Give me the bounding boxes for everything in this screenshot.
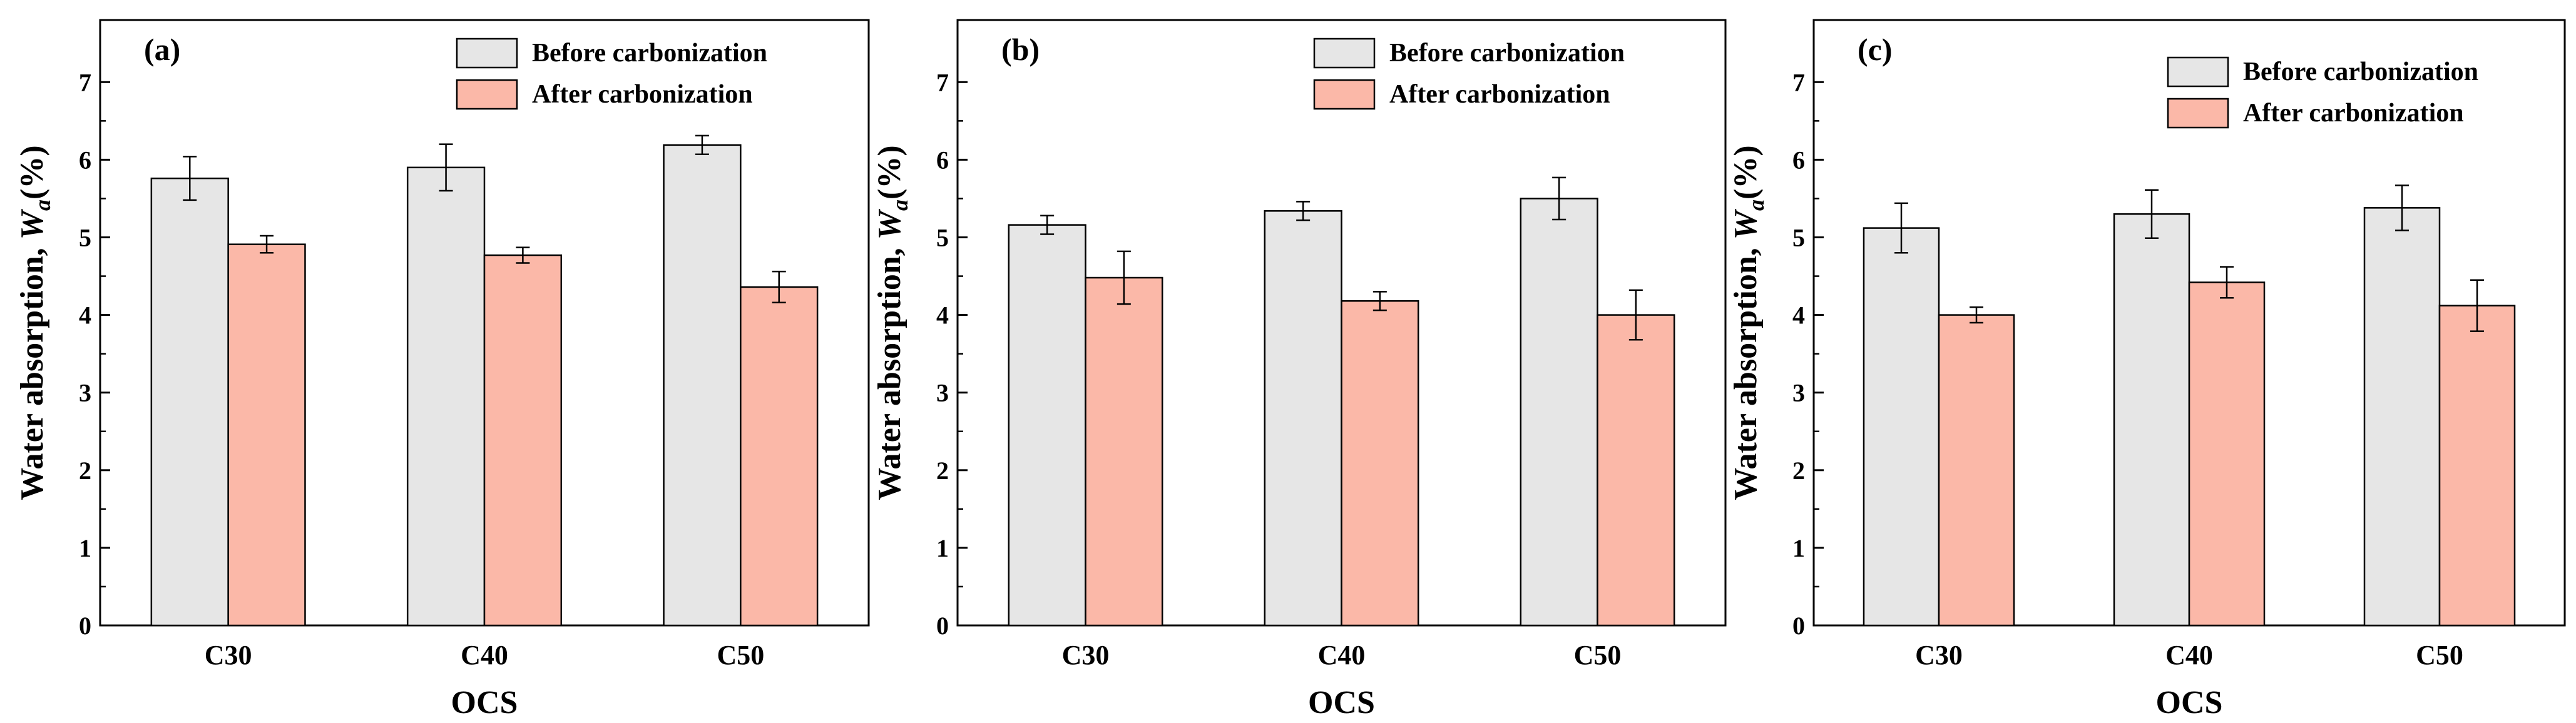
y-tick-label: 7 [936,68,949,96]
x-category-label: C30 [1062,640,1110,670]
x-category-label: C30 [205,640,252,670]
y-axis-title-subscript: a [30,200,55,211]
bar-after [1341,300,1419,627]
bar-before [1264,210,1342,627]
x-category-label: C40 [461,640,508,670]
bar-before [1008,224,1086,627]
y-tick-label: 3 [936,379,949,407]
x-axis-title: OCS [1308,685,1375,720]
y-tick-label: 0 [1792,612,1805,640]
y-axis-title-variable: W [14,208,50,240]
bar-after [1597,314,1675,627]
bar-before [663,144,742,627]
panel-label: (a) [144,32,180,67]
bar-after [1938,314,2015,627]
y-tick-label: 3 [79,379,91,407]
bar-before [1863,227,1940,627]
y-tick-label: 6 [936,146,949,174]
y-tick-label: 5 [1792,223,1805,251]
y-tick-label: 3 [1792,379,1805,407]
y-tick-label: 0 [79,612,91,640]
y-tick-label: 4 [79,301,91,330]
chart-panel: 0 1 2 3 4 5 6 7 Water absorption, Wa(%) C30 C40 C50… [872,19,1727,720]
y-axis-title-subscript: a [887,200,912,211]
legend-label: Before carbonization [532,39,767,68]
y-axis-title-variable: W [872,208,907,240]
x-category-label: C50 [1574,640,1622,670]
legend-swatch [456,38,518,69]
y-axis-title-subscript: a [1744,200,1769,211]
x-category-label: C40 [2165,640,2213,670]
y-axis-title-unit: (%) [14,145,50,200]
x-category-label: C40 [1318,640,1366,670]
y-axis-title-variable: W [1728,208,1764,240]
bar-before [150,177,229,627]
y-tick-label: 7 [79,68,91,96]
y-tick-label: 4 [1792,301,1805,330]
y-tick-label: 6 [79,146,91,174]
y-axis-title-main: Water absorption, [14,240,50,500]
legend-swatch [456,79,518,110]
legend-swatch [2167,56,2229,88]
bar-before [2113,213,2190,627]
y-tick-label: 2 [79,457,91,485]
bar-after [483,254,563,627]
y-axis-title-unit: (%) [1728,145,1764,200]
x-axis-title: OCS [2156,685,2223,720]
panel-label: (b) [1001,32,1040,67]
y-tick-label: 0 [936,612,949,640]
y-tick-label: 1 [79,534,91,562]
y-tick-label: 5 [936,223,949,251]
bar-before [406,166,486,627]
y-tick-label: 6 [1792,146,1805,174]
legend-label: Before carbonization [2243,58,2478,86]
chart-panel: 0 1 2 3 4 5 6 7 Water absorption, Wa(%) C30 C40 C50… [14,19,870,720]
y-tick-label: 2 [936,457,949,485]
bar-after [1085,276,1163,627]
y-axis-title: Water absorption, Wa(%) [872,145,912,500]
legend-label: After carbonization [1389,80,1610,109]
y-tick-label: 7 [1792,68,1805,96]
legend-swatch [2167,98,2229,129]
x-category-label: C50 [2416,640,2463,670]
legend-label: Before carbonization [1389,39,1625,68]
legend-label: After carbonization [2243,99,2464,128]
y-tick-label: 1 [936,534,949,562]
legend-swatch [1313,79,1376,110]
y-tick-label: 5 [79,223,91,251]
y-axis-title-main: Water absorption, [1728,240,1764,500]
legend-swatch [1313,38,1376,69]
bar-before [1520,198,1598,627]
bar-after [227,243,306,627]
bar-before [2363,207,2441,627]
y-tick-label: 2 [1792,457,1805,485]
y-axis-title: Water absorption, Wa(%) [1728,145,1769,500]
legend-label: After carbonization [532,80,753,109]
x-axis-title: OCS [451,685,518,720]
bar-after [740,286,819,627]
y-tick-label: 4 [936,301,949,330]
y-axis-title-unit: (%) [872,145,907,200]
bar-after [2438,305,2516,627]
x-category-label: C50 [717,640,764,670]
y-axis-title-main: Water absorption, [872,240,907,500]
bar-after [2188,281,2266,627]
chart-panel: 0 1 2 3 4 5 6 7 Water absorption, Wa(%) C30 C40 C50… [1728,19,2566,720]
y-axis-title: Water absorption, Wa(%) [14,145,55,500]
panel-label: (c) [1858,32,1893,67]
x-category-label: C30 [1915,640,1963,670]
y-tick-label: 1 [1792,534,1805,562]
